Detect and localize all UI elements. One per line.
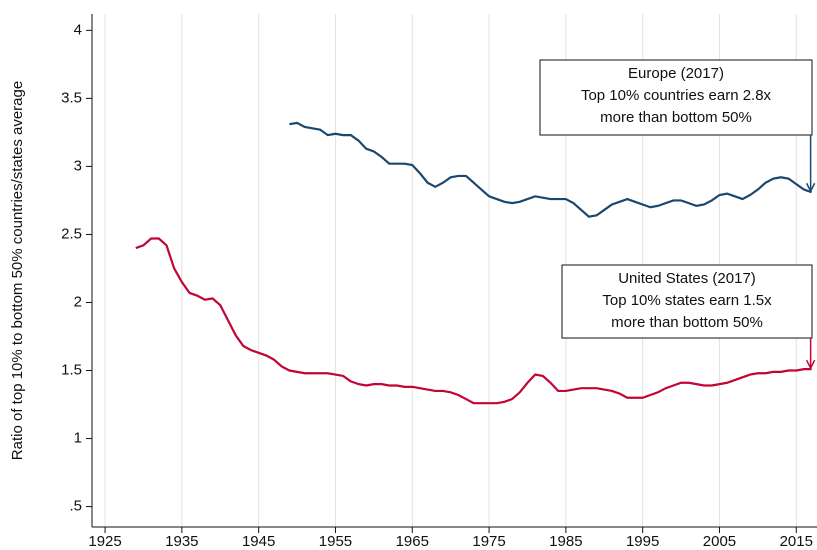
annotation-box bbox=[539, 59, 813, 136]
x-tick-label: 1995 bbox=[626, 533, 659, 550]
annotation-text: United States (2017) bbox=[618, 270, 756, 287]
y-tick-label: 4 bbox=[74, 21, 82, 38]
x-tick-label: 1925 bbox=[88, 533, 121, 550]
y-tick-label: 2.5 bbox=[61, 225, 82, 242]
x-tick-label: 1945 bbox=[242, 533, 275, 550]
x-tick-label: 1975 bbox=[472, 533, 505, 550]
x-tick-label: 1955 bbox=[319, 533, 352, 550]
annotation-text: Top 10% countries earn 2.8x bbox=[581, 87, 772, 104]
annotation-text: more than bottom 50% bbox=[600, 109, 752, 126]
x-tick-label: 2015 bbox=[780, 533, 813, 550]
series-line bbox=[135, 237, 812, 405]
annotation-text: Top 10% states earn 1.5x bbox=[602, 292, 772, 309]
annotation-arrowhead bbox=[805, 182, 816, 193]
annotation-text: Europe (2017) bbox=[628, 65, 724, 82]
y-tick-label: 3 bbox=[74, 157, 82, 174]
y-tick-label: 1.5 bbox=[61, 361, 82, 378]
y-tick-label: 2 bbox=[74, 293, 82, 310]
annotation-arrowhead bbox=[805, 359, 816, 370]
x-tick-label: 1965 bbox=[396, 533, 429, 550]
x-tick-label: 1985 bbox=[549, 533, 582, 550]
annotation-box bbox=[561, 264, 813, 339]
x-tick-label: 2005 bbox=[703, 533, 736, 550]
y-tick-label: .5 bbox=[69, 498, 82, 515]
y-tick-label: 3.5 bbox=[61, 89, 82, 106]
y-tick-label: 1 bbox=[74, 430, 82, 447]
x-tick-label: 1935 bbox=[165, 533, 198, 550]
series-line bbox=[289, 121, 812, 218]
annotation-text: more than bottom 50% bbox=[611, 314, 763, 331]
y-axis-label: Ratio of top 10% to bottom 50% countries… bbox=[9, 81, 26, 460]
